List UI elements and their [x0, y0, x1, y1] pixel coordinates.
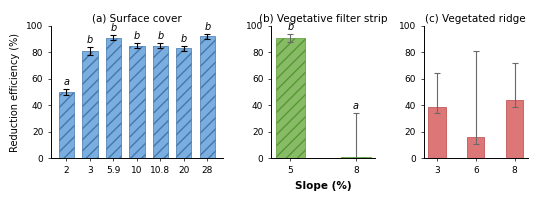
Bar [467, 137, 485, 158]
Title: (b) Vegetative filter strip: (b) Vegetative filter strip [259, 14, 388, 24]
Text: b: b [87, 35, 93, 45]
Text: a: a [63, 77, 69, 88]
Text: b: b [181, 34, 187, 44]
Bar [59, 92, 74, 158]
Bar [428, 107, 446, 158]
Bar [341, 157, 370, 158]
Text: a: a [353, 101, 359, 111]
Bar [129, 46, 145, 158]
Text: b: b [204, 22, 211, 32]
Bar [106, 38, 121, 158]
Bar [276, 38, 305, 158]
Bar [82, 51, 98, 158]
Bar [506, 100, 523, 158]
Text: b: b [287, 22, 294, 32]
Title: (a) Surface cover: (a) Surface cover [92, 14, 182, 24]
Title: (c) Vegetated ridge: (c) Vegetated ridge [426, 14, 526, 24]
Bar [200, 36, 215, 158]
Bar [176, 48, 191, 158]
Text: b: b [110, 23, 116, 33]
Text: b: b [157, 31, 163, 41]
X-axis label: Slope (%): Slope (%) [295, 181, 352, 191]
Bar [153, 46, 168, 158]
Text: b: b [134, 31, 140, 41]
Y-axis label: Reduction efficiency (%): Reduction efficiency (%) [11, 32, 20, 152]
